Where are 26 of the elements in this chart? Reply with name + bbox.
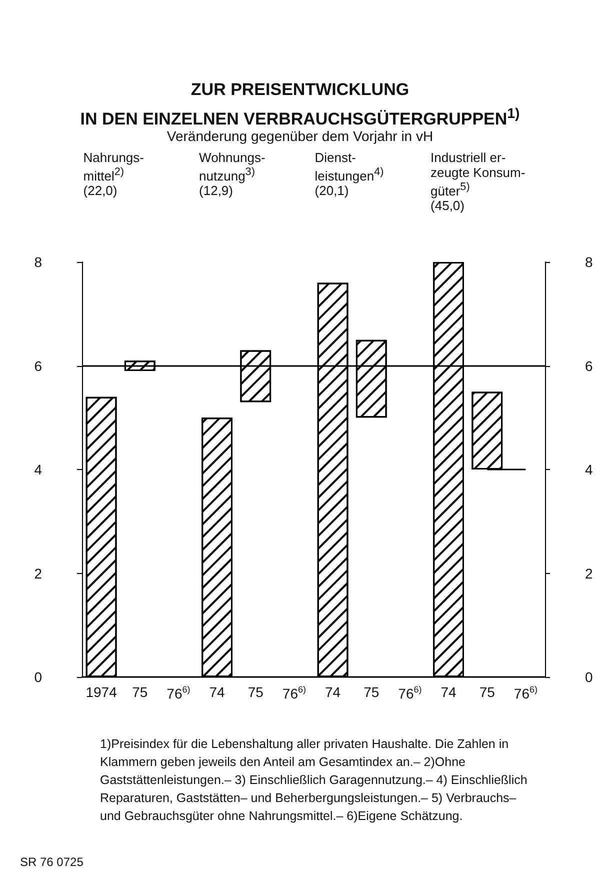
x-tick-label: 75 — [132, 684, 148, 700]
text: Industriell er- zeugte Konsum- güter$^{5)}$ (45,0) — [430, 150, 526, 214]
y2-tick-label: 6 — [585, 358, 593, 374]
y-tick-label: 2 — [34, 565, 42, 582]
x-tick-label: 74 — [440, 684, 457, 700]
y2-tick-label: 2 — [585, 565, 593, 582]
x-tick-label: 75 — [248, 684, 264, 700]
y2-tick-label: 8 — [585, 254, 593, 270]
chart-subtitle: Veränderung gegenüber dem Vorjahr in vH — [166, 128, 434, 144]
y2-tick-label: 0 — [585, 669, 593, 685]
text: Dienst- leistungen$^{4)}$ (20,1) — [314, 150, 384, 198]
x-tick-label: 74 — [325, 684, 341, 700]
y2-tick-label: 4 — [585, 462, 593, 478]
y-tick-label: 6 — [34, 358, 42, 374]
y-tick-label: 8 — [34, 254, 42, 270]
y-tick-label: 4 — [34, 462, 42, 478]
x-tick-label: 75 — [479, 684, 496, 700]
text: 1)Preisindex für die Lebenshaltung aller privaten Haushalte. Die Zahlen in Klammern geben jeweils den Anteil am Gesamtindex an.– 2)Ohne Gaststättenleistungen.– 3) Einschließlich Garagennutzung.– 4) Einschließlich Reparaturen, Gaststätten– und Beherbergungsleistungen.– 5) Verbrauchs– und Gebrauchsgüter ohne Nahrungsmittel.– 6)Eigene Schätzung. — [100, 736, 528, 825]
text: SR 76 0725 — [20, 855, 84, 869]
text: Nahrungs- mittel$^{2)}$ (22,0) — [83, 150, 144, 198]
x-tick-label: 1974 — [86, 684, 118, 700]
text: Wohnungs- nutzung$^{3)}$ (12,9) — [199, 150, 266, 198]
y-tick-label: 0 — [34, 669, 42, 685]
chart-title: ZUR PREISENTWICKLUNG IN DEN EINZELNEN VERBRAUCHSGÜTERGRUPPEN$^{1)}$ — [79, 79, 521, 130]
x-tick-label: 75 — [364, 684, 380, 700]
x-tick-label: 74 — [209, 684, 226, 700]
